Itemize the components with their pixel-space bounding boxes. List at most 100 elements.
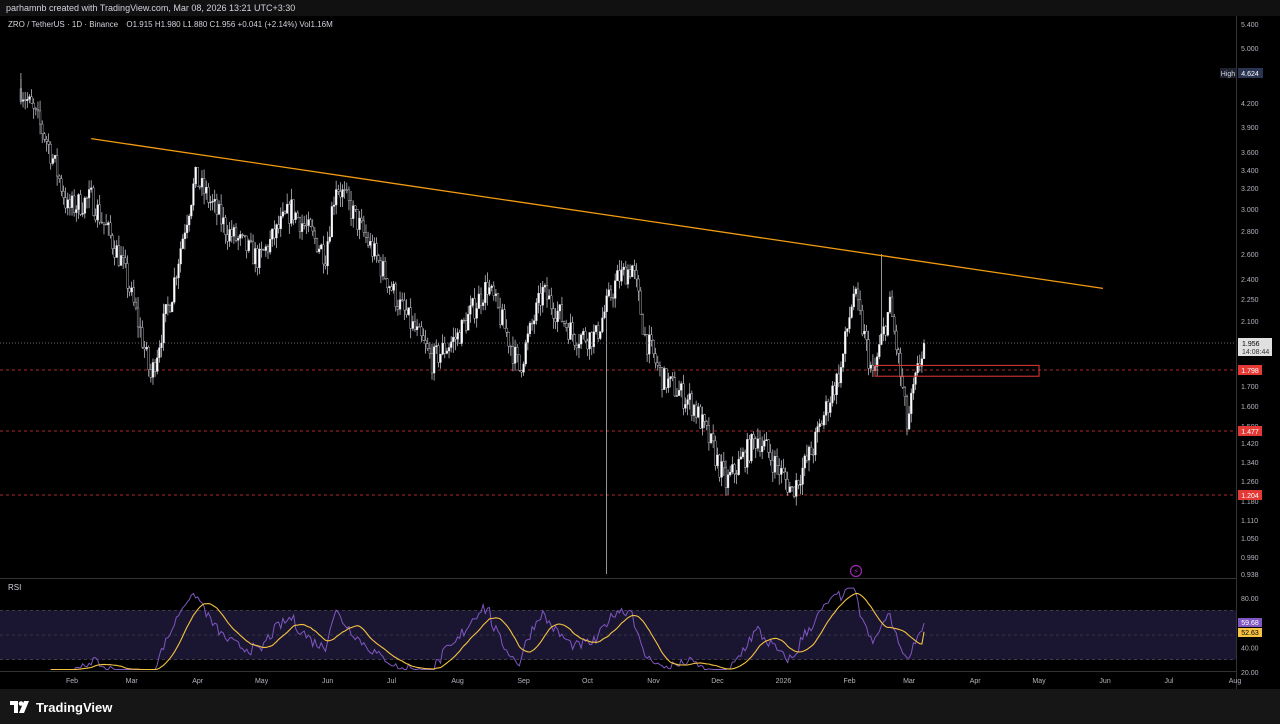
candle-body bbox=[345, 189, 348, 191]
candle-body bbox=[460, 319, 463, 344]
candle-body bbox=[360, 217, 363, 222]
rsi-line[interactable] bbox=[50, 587, 925, 670]
candle-body bbox=[646, 334, 649, 355]
candle-body bbox=[73, 195, 76, 213]
candle-body bbox=[746, 439, 749, 468]
candle-body bbox=[358, 217, 361, 230]
rsi-tick: 80.00 bbox=[1241, 596, 1259, 603]
candle-body bbox=[469, 305, 472, 315]
candle-body bbox=[24, 99, 27, 101]
tradingview-logo[interactable]: TradingView bbox=[10, 699, 112, 715]
candle-body bbox=[611, 297, 615, 299]
candle-body bbox=[773, 456, 777, 473]
candle-body bbox=[882, 326, 885, 335]
candle-body bbox=[654, 353, 657, 364]
candle-body bbox=[914, 372, 917, 385]
candle-body bbox=[812, 454, 815, 456]
candle-body bbox=[38, 110, 42, 125]
support-zone-box[interactable] bbox=[874, 364, 1040, 377]
candle-body bbox=[450, 341, 453, 348]
candle-body bbox=[105, 223, 108, 226]
candle-body bbox=[262, 249, 265, 251]
candle-body bbox=[622, 266, 625, 270]
candle-body bbox=[141, 327, 144, 348]
candle-body bbox=[788, 486, 791, 493]
time-label: Jul bbox=[387, 678, 396, 685]
candle-body bbox=[369, 241, 372, 246]
price-tick: 2.400 bbox=[1241, 277, 1259, 284]
candle-body bbox=[509, 345, 512, 348]
candle-body bbox=[658, 365, 662, 368]
candle-body bbox=[411, 321, 414, 329]
candle-body bbox=[254, 248, 257, 265]
rsi-title[interactable]: RSI bbox=[8, 583, 21, 592]
candle-body bbox=[379, 260, 382, 277]
candle-body bbox=[816, 426, 819, 433]
candle-body bbox=[614, 280, 617, 299]
candle-body bbox=[863, 331, 866, 335]
price-tick: 2.250 bbox=[1241, 297, 1259, 304]
candle-body bbox=[445, 350, 449, 354]
candle-body bbox=[620, 269, 623, 282]
symbol-legend[interactable]: ZRO / TetherUS · 1D · Binance O1.915 H1.… bbox=[8, 20, 333, 29]
rsi-ma-line[interactable] bbox=[50, 592, 925, 671]
candle-body bbox=[326, 241, 329, 267]
candle-body bbox=[488, 287, 491, 295]
candle-body bbox=[207, 187, 210, 203]
candle-body bbox=[205, 187, 208, 194]
candle-body bbox=[496, 293, 500, 308]
candle-body bbox=[893, 316, 896, 332]
candle-body bbox=[243, 234, 246, 237]
candle-body bbox=[724, 467, 728, 488]
candle-body bbox=[626, 269, 630, 285]
candle-body bbox=[859, 299, 862, 311]
candle-body bbox=[200, 178, 204, 188]
candle-body bbox=[335, 189, 338, 206]
candle-body bbox=[160, 342, 163, 348]
candle-body bbox=[492, 285, 495, 296]
time-axis[interactable]: Feb Mar Apr May Jun Jul Aug Sep Oct Nov Dec 2026 Feb… bbox=[66, 678, 1280, 685]
candle-body bbox=[569, 322, 572, 340]
candle-body bbox=[66, 199, 69, 209]
candle-body bbox=[45, 139, 48, 142]
candle-body bbox=[181, 238, 184, 249]
candle-body bbox=[588, 332, 591, 350]
candle-body bbox=[829, 402, 832, 413]
candle-body bbox=[739, 456, 742, 460]
time-label: Dec bbox=[711, 678, 724, 685]
level-price-tags: 1.798 1.477 1.204 bbox=[1238, 365, 1262, 500]
chart-canvas[interactable]: ZRO / TetherUS · 1D · Binance O1.915 H1.… bbox=[0, 0, 1280, 689]
candle-body bbox=[582, 331, 585, 336]
candle-body bbox=[586, 340, 589, 350]
candle-body bbox=[786, 479, 789, 493]
candle-body bbox=[132, 287, 135, 303]
candle-body bbox=[286, 204, 289, 214]
time-label: Apr bbox=[970, 678, 982, 685]
candle-body bbox=[810, 446, 813, 455]
candle-body bbox=[565, 323, 568, 328]
candle-body bbox=[729, 471, 732, 475]
candle-body bbox=[266, 246, 270, 253]
candle-body bbox=[912, 384, 915, 394]
candle-body bbox=[405, 309, 408, 315]
lightning-icon[interactable] bbox=[849, 564, 863, 578]
candle-body bbox=[381, 261, 385, 277]
attribution-text: parhamnb created with TradingView.com, M… bbox=[6, 3, 296, 13]
candle-body bbox=[415, 326, 419, 331]
candle-body bbox=[128, 288, 131, 293]
candlestick-series[interactable] bbox=[19, 73, 926, 574]
candle-body bbox=[220, 204, 223, 225]
candle-body bbox=[735, 473, 738, 475]
candle-body bbox=[168, 305, 172, 313]
candle-body bbox=[780, 468, 783, 475]
candle-body bbox=[237, 238, 240, 241]
event-marker[interactable]: ⚡ bbox=[849, 564, 863, 578]
candle-body bbox=[477, 293, 480, 309]
candle-body bbox=[433, 346, 436, 374]
candle-body bbox=[179, 248, 182, 265]
candle-body bbox=[562, 321, 566, 324]
candle-body bbox=[275, 224, 278, 239]
descending-trendline[interactable] bbox=[91, 138, 1104, 289]
candle-body bbox=[364, 232, 368, 238]
candle-body bbox=[775, 456, 779, 466]
